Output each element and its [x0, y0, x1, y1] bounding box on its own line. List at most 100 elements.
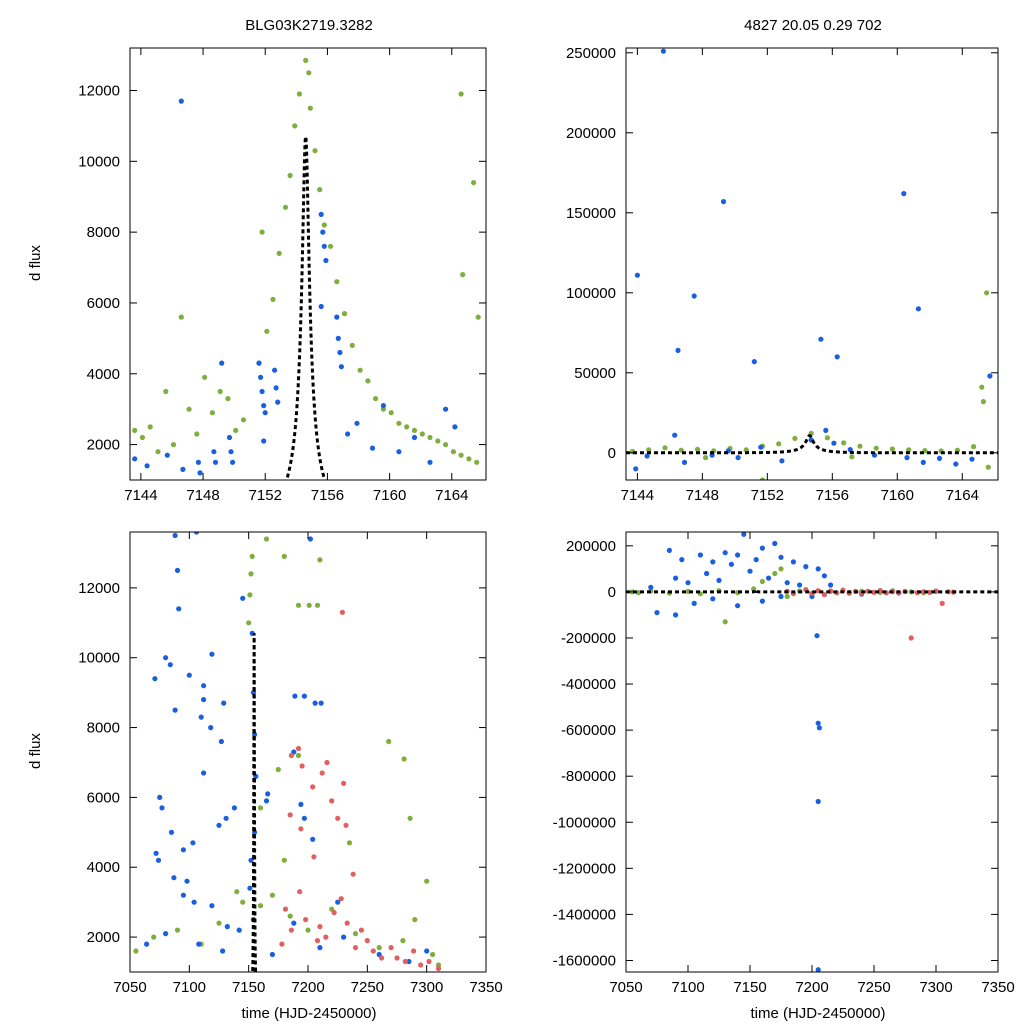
- data-point-KMTC: [694, 446, 701, 452]
- data-point-KMTS: [180, 892, 186, 898]
- data-point-KMTC: [873, 445, 879, 451]
- data-point-KMTC: [321, 222, 327, 228]
- title-left: BLG03K2719.3282: [245, 17, 373, 34]
- data-point-KMTC: [287, 172, 293, 179]
- data-point-KMTS: [345, 431, 351, 437]
- data-point-KMTC: [275, 766, 281, 773]
- data-point-KMTC: [435, 438, 441, 444]
- x-tick-label: 7150: [232, 979, 265, 996]
- data-points: [132, 57, 481, 476]
- data-point-KMTS: [704, 570, 710, 577]
- data-point-KMTS: [153, 850, 159, 856]
- data-point-KMTS: [644, 453, 650, 459]
- x-tick-label: 7148: [686, 487, 719, 504]
- data-point-KMTA: [364, 938, 370, 944]
- data-point-KMTS: [901, 191, 907, 197]
- data-point-KMTA: [319, 770, 325, 776]
- ylabel-bottom: d flux: [27, 733, 44, 769]
- data-point-KMTS: [778, 593, 784, 600]
- data-point-KMTS: [685, 580, 691, 586]
- data-point-KMTS: [666, 547, 673, 554]
- data-point-KMTC: [635, 590, 642, 596]
- data-point-KMTS: [211, 449, 217, 455]
- y-tick-label: 12000: [78, 580, 120, 597]
- data-point-KMTS: [815, 798, 821, 805]
- data-point-KMTC: [217, 388, 223, 395]
- data-point-KMTS: [834, 354, 840, 360]
- data-point-KMTA: [317, 924, 323, 930]
- data-point-KMTA: [418, 962, 424, 968]
- data-point-KMTA: [324, 759, 330, 766]
- data-point-KMTS: [167, 662, 173, 668]
- data-point-KMTC: [365, 378, 371, 384]
- data-point-KMTA: [288, 752, 294, 759]
- data-point-KMTA: [338, 896, 344, 902]
- data-point-KMTC: [240, 417, 247, 423]
- data-point-KMTC: [419, 431, 425, 437]
- data-point-KMTS: [220, 948, 226, 954]
- data-point-KMTC: [722, 619, 728, 625]
- data-point-KMTS: [186, 672, 192, 678]
- y-tick-label: 250000: [566, 45, 616, 62]
- data-point-KMTA: [310, 784, 316, 790]
- data-point-KMTS: [816, 725, 823, 731]
- data-point-KMTS: [648, 584, 654, 590]
- data-point-KMTS: [164, 452, 170, 458]
- data-point-KMTS: [301, 693, 307, 699]
- data-point-KMTS: [772, 540, 778, 547]
- data-points: [133, 532, 442, 972]
- data-point-KMTC: [450, 449, 456, 455]
- data-point-KMTA: [323, 934, 329, 940]
- x-tick-label: 7164: [946, 487, 979, 504]
- data-point-KMTA: [939, 600, 945, 607]
- data-point-KMTS: [301, 815, 307, 821]
- data-point-KMTS: [261, 403, 267, 409]
- y-tick-label: 8000: [87, 720, 120, 737]
- data-point-KMTC: [357, 367, 363, 373]
- y-tick-label: 200000: [566, 538, 616, 555]
- data-point-KMTC: [388, 410, 394, 416]
- y-tick-label: -1600000: [553, 952, 616, 969]
- data-point-KMTC: [400, 938, 406, 944]
- data-point-KMTS: [915, 306, 922, 312]
- data-point-KMTC: [194, 431, 200, 437]
- data-point-KMTS: [178, 98, 184, 104]
- data-point-KMTC: [341, 311, 348, 317]
- data-point-KMTS: [258, 374, 264, 380]
- data-point-KMTS: [180, 466, 186, 472]
- data-point-KMTS: [256, 360, 262, 366]
- data-point-KMTC: [751, 586, 757, 592]
- data-point-KMTA: [279, 941, 285, 947]
- data-point-KMTC: [474, 459, 480, 465]
- data-point-KMTA: [282, 906, 289, 912]
- data-point-KMTS: [219, 360, 225, 366]
- panel-top-left: 7144 7148 7152 7156 7160 7164 2000 4000 6000 8000…: [78, 47, 487, 504]
- data-point-KMTS: [747, 568, 753, 574]
- data-point-KMTC: [264, 328, 270, 334]
- data-point-KMTS: [320, 229, 326, 235]
- data-point-KMTC: [792, 435, 798, 441]
- data-point-KMTS: [936, 455, 943, 461]
- data-point-KMTS: [236, 927, 242, 933]
- data-point-KMTC: [317, 187, 323, 193]
- panel-top-right: 7144 7148 7152 7156 7160 7164 0 50000 100000 1500…: [566, 45, 999, 504]
- data-point-KMTC: [202, 374, 208, 380]
- data-point-KMTS: [221, 700, 227, 706]
- data-point-KMTS: [307, 536, 313, 542]
- y-tick-label: 150000: [566, 205, 616, 222]
- data-point-KMTS: [766, 575, 772, 581]
- plot-frame: [129, 47, 487, 481]
- data-point-KMTC: [460, 272, 466, 278]
- data-point-KMTC: [295, 752, 302, 759]
- data-point-KMTS: [654, 610, 660, 616]
- data-point-KMTA: [295, 745, 302, 752]
- data-point-KMTC: [646, 447, 652, 453]
- plot-frame: [625, 47, 999, 481]
- data-point-KMTS: [224, 924, 230, 930]
- data-point-KMTS: [633, 466, 639, 472]
- data-point-KMTC: [412, 917, 418, 923]
- xlabel-left: time (HJD-2450000): [241, 1005, 376, 1022]
- data-point-KMTC: [778, 566, 784, 572]
- data-point-KMTC: [296, 91, 302, 97]
